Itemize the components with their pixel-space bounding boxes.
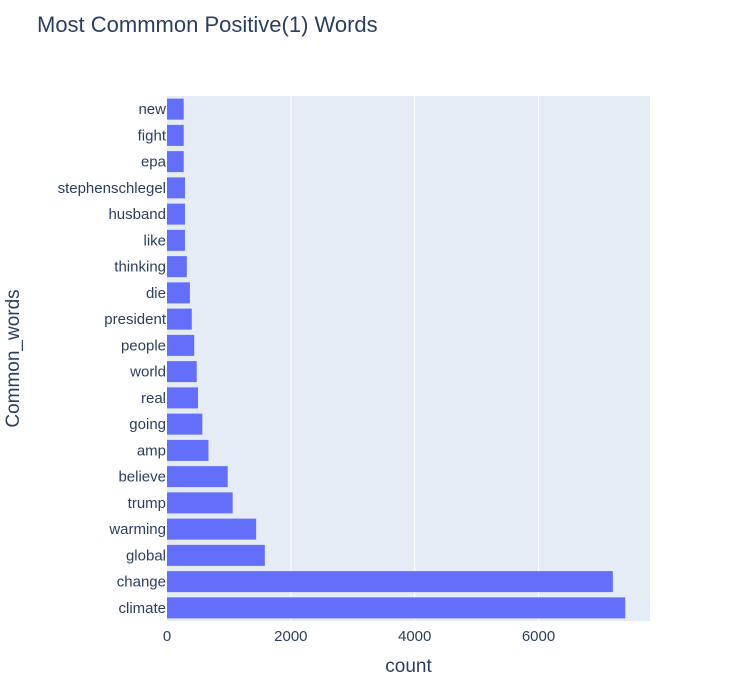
y-tick-label: stephenschlegel — [58, 180, 166, 197]
x-tick-labels: 0 2000 4000 6000 — [163, 628, 555, 645]
x-axis-title: count — [385, 656, 432, 677]
y-tick-label: die — [146, 285, 166, 302]
plot-background — [167, 96, 650, 621]
y-tick-label: people — [121, 337, 166, 354]
bars — [167, 98, 626, 619]
y-tick-label: thinking — [114, 259, 166, 276]
y-tick-label: climate — [118, 600, 166, 617]
bar-trump[interactable] — [167, 492, 233, 514]
gridlines — [290, 96, 540, 621]
y-tick-label: husband — [108, 206, 166, 223]
bar-warming[interactable] — [167, 518, 257, 540]
y-tick-label: like — [143, 232, 166, 249]
y-tick-labels: climate change global warming trump believe am… — [58, 101, 167, 617]
bar-fight[interactable] — [167, 124, 184, 146]
y-tick-label: global — [126, 547, 166, 564]
bar-new[interactable] — [167, 98, 184, 120]
x-tick-label: 2000 — [274, 628, 307, 645]
bar-climate[interactable] — [167, 597, 626, 619]
x-tick-label: 6000 — [522, 628, 555, 645]
y-tick-label: change — [117, 574, 166, 591]
y-tick-label: amp — [137, 442, 166, 459]
y-tick-label: warming — [108, 521, 166, 538]
y-tick-label: world — [129, 364, 166, 381]
bar-like[interactable] — [167, 229, 185, 251]
bar-husband[interactable] — [167, 203, 185, 225]
y-axis-title: Common_words — [3, 289, 24, 427]
y-tick-label: new — [138, 101, 166, 118]
bar-global[interactable] — [167, 544, 265, 566]
bar-thinking[interactable] — [167, 256, 187, 278]
bar-amp[interactable] — [167, 439, 209, 461]
bar-believe[interactable] — [167, 466, 228, 488]
x-tick-label: 4000 — [398, 628, 431, 645]
y-tick-label: president — [104, 311, 167, 328]
bar-president[interactable] — [167, 308, 192, 330]
bar-epa[interactable] — [167, 151, 184, 173]
bar-world[interactable] — [167, 361, 197, 383]
bar-stephenschlegel[interactable] — [167, 177, 185, 199]
bar-people[interactable] — [167, 334, 195, 356]
bar-die[interactable] — [167, 282, 190, 304]
bar-change[interactable] — [167, 571, 613, 593]
y-tick-label: real — [141, 390, 166, 407]
bar-real[interactable] — [167, 387, 198, 409]
y-tick-label: epa — [141, 154, 167, 171]
bar-going[interactable] — [167, 413, 203, 435]
y-tick-label: fight — [138, 127, 167, 144]
y-tick-label: trump — [128, 495, 166, 512]
y-tick-label: going — [129, 416, 166, 433]
y-tick-label: believe — [118, 469, 166, 486]
x-tick-label: 0 — [163, 628, 171, 645]
chart-title: Most Commmon Positive(1) Words — [37, 12, 378, 37]
